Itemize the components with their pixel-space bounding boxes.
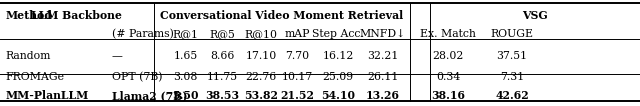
Text: R@5: R@5	[210, 29, 236, 39]
Text: LLM Backbone: LLM Backbone	[31, 10, 122, 21]
Text: 54.10: 54.10	[321, 90, 355, 101]
Text: Llama2 (7B): Llama2 (7B)	[112, 90, 188, 101]
Text: 5.50: 5.50	[172, 90, 199, 101]
Text: 7.70: 7.70	[285, 51, 309, 61]
Text: 37.51: 37.51	[497, 51, 527, 61]
Text: R@1: R@1	[173, 29, 198, 39]
Text: MM-PlanLLM: MM-PlanLLM	[5, 90, 88, 101]
Text: Method: Method	[5, 10, 52, 21]
Text: 3.08: 3.08	[173, 72, 198, 82]
Text: Ex. Match: Ex. Match	[420, 29, 476, 39]
Text: 13.26: 13.26	[365, 90, 400, 101]
Text: (# Params): (# Params)	[112, 29, 174, 39]
Text: Random: Random	[5, 51, 51, 61]
Text: Conversational Video Moment Retrieval: Conversational Video Moment Retrieval	[160, 10, 403, 21]
Text: —: —	[112, 51, 123, 61]
Text: 38.16: 38.16	[431, 90, 465, 101]
Text: 32.21: 32.21	[367, 51, 399, 61]
Text: 28.02: 28.02	[432, 51, 464, 61]
Text: OPT (7B): OPT (7B)	[112, 72, 163, 83]
Text: 38.53: 38.53	[205, 90, 240, 101]
Text: mAP: mAP	[284, 29, 310, 39]
Text: 17.10: 17.10	[246, 51, 276, 61]
Text: FROMAGe: FROMAGe	[5, 72, 64, 82]
Text: 8.66: 8.66	[211, 51, 235, 61]
Text: 53.82: 53.82	[244, 90, 278, 101]
Text: 10.17: 10.17	[282, 72, 312, 82]
Text: 26.11: 26.11	[367, 72, 399, 82]
Text: 1.65: 1.65	[173, 51, 198, 61]
Text: VSG: VSG	[522, 10, 548, 21]
Text: R@10: R@10	[244, 29, 278, 39]
Text: ROUGE: ROUGE	[490, 29, 534, 39]
Text: 7.31: 7.31	[500, 72, 524, 82]
Text: MNFD↓: MNFD↓	[360, 29, 406, 39]
Text: 22.76: 22.76	[246, 72, 276, 82]
Text: 25.09: 25.09	[323, 72, 353, 82]
Text: 11.75: 11.75	[207, 72, 238, 82]
Text: Step Acc.: Step Acc.	[312, 29, 364, 39]
Text: 21.52: 21.52	[280, 90, 314, 101]
Text: 0.34: 0.34	[436, 72, 460, 82]
Text: 16.12: 16.12	[322, 51, 354, 61]
Text: 42.62: 42.62	[495, 90, 529, 101]
